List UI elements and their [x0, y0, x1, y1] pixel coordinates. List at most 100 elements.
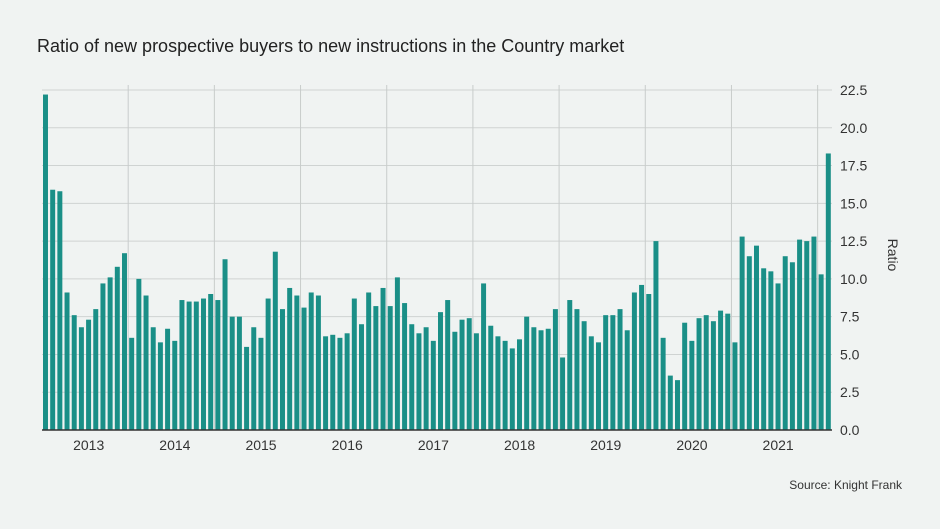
- bar: [560, 357, 566, 430]
- bar: [366, 292, 372, 430]
- x-tick-label: 2021: [763, 437, 794, 453]
- bar: [351, 298, 357, 430]
- bar: [114, 266, 120, 430]
- bar: [473, 333, 479, 430]
- source-note: Source: Knight Frank: [789, 478, 902, 492]
- bar: [452, 331, 458, 430]
- bar: [782, 256, 788, 430]
- bar: [172, 340, 178, 430]
- bar: [78, 327, 84, 430]
- bar: [165, 328, 171, 430]
- bar: [272, 251, 278, 430]
- bar: [646, 294, 652, 430]
- bar: [825, 153, 831, 430]
- bar: [193, 301, 199, 430]
- bar: [373, 306, 379, 430]
- bar: [122, 253, 127, 430]
- bar: [308, 292, 314, 430]
- bar: [208, 294, 214, 430]
- bar: [531, 327, 537, 430]
- bar: [301, 307, 307, 430]
- bar: [617, 309, 623, 430]
- bar: [789, 262, 795, 430]
- bar: [43, 94, 48, 431]
- bar: [222, 259, 228, 430]
- bar: [502, 340, 508, 430]
- bar: [215, 300, 221, 430]
- bar: [394, 277, 400, 430]
- bar: [739, 236, 745, 430]
- bar: [761, 268, 767, 430]
- bar: [660, 337, 666, 430]
- bar: [57, 191, 63, 430]
- bar: [718, 310, 724, 430]
- x-tick-label: 2019: [590, 437, 621, 453]
- bar: [495, 336, 501, 430]
- chart-title: Ratio of new prospective buyers to new i…: [37, 36, 625, 56]
- bar: [258, 337, 264, 430]
- bar: [746, 256, 752, 430]
- bar: [754, 245, 759, 430]
- bar: [624, 330, 630, 430]
- y-tick-label: 10.0: [840, 271, 867, 287]
- bar: [280, 309, 285, 430]
- bar: [136, 278, 142, 430]
- bar: [251, 327, 257, 430]
- bar: [667, 375, 673, 430]
- bar: [423, 327, 429, 430]
- bar: [229, 316, 235, 430]
- bar: [682, 322, 688, 430]
- bar: [488, 325, 494, 430]
- bar: [315, 295, 321, 430]
- bar: [610, 315, 616, 430]
- bar: [323, 336, 329, 430]
- bar: [107, 277, 113, 430]
- bar: [603, 315, 609, 430]
- bar: [445, 300, 451, 430]
- x-tick-label: 2014: [159, 437, 190, 453]
- bar: [179, 300, 185, 430]
- bar: [639, 284, 645, 430]
- x-tick-label: 2018: [504, 437, 535, 453]
- y-tick-label: 22.5: [840, 82, 867, 98]
- x-tick-label: 2013: [73, 437, 104, 453]
- bar: [545, 328, 551, 430]
- bar: [567, 300, 573, 430]
- bar: [811, 236, 817, 430]
- bar: [64, 292, 70, 430]
- y-tick-label: 15.0: [840, 195, 867, 211]
- bar: [438, 312, 443, 430]
- bar: [459, 319, 465, 430]
- y-tick-label: 20.0: [840, 120, 867, 136]
- bar: [596, 342, 601, 430]
- bar: [100, 283, 106, 430]
- bar: [524, 316, 530, 430]
- bar: [337, 337, 343, 430]
- bar: [517, 339, 522, 430]
- bar: [653, 241, 659, 430]
- bar: [387, 306, 393, 430]
- y-tick-label: 12.5: [840, 233, 867, 249]
- bar: [330, 334, 336, 430]
- bar: [157, 342, 163, 430]
- bar: [818, 274, 824, 430]
- y-tick-label: 7.5: [840, 309, 860, 325]
- bar: [804, 241, 810, 430]
- bar: [201, 298, 206, 430]
- bar: [675, 380, 680, 430]
- bar: [294, 295, 300, 430]
- x-tick-label: 2020: [676, 437, 707, 453]
- bar: [380, 287, 386, 430]
- bar: [416, 333, 422, 430]
- bar: [797, 239, 803, 430]
- bar: [409, 324, 415, 430]
- bar: [344, 333, 350, 430]
- bar: [696, 318, 702, 430]
- bar: [689, 340, 695, 430]
- bar: [50, 189, 56, 430]
- bar: [186, 301, 192, 430]
- y-axis-label: Ratio: [885, 239, 901, 272]
- bar: [287, 287, 293, 430]
- bar: [574, 309, 580, 430]
